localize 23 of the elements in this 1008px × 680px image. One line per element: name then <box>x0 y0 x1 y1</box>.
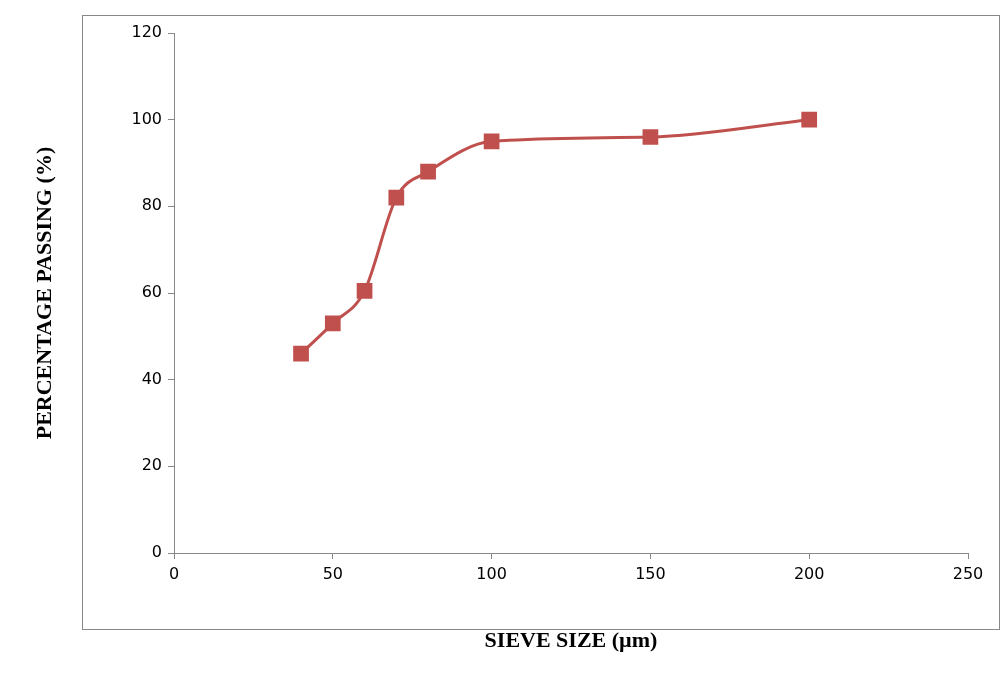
x-tick-label: 0 <box>168 563 180 583</box>
point <box>293 345 309 362</box>
point <box>483 133 500 150</box>
point <box>642 129 659 145</box>
point <box>388 189 405 206</box>
y-axis-title: PERCENTAGE PASSING (%) <box>30 146 56 440</box>
x-tick-label: 200 <box>793 563 825 583</box>
y-tick-label: 0 <box>151 542 162 562</box>
point <box>324 315 341 332</box>
y-tick-label: 40 <box>141 368 162 388</box>
y-tick-label: 120 <box>131 22 162 42</box>
x-tick-label: 50 <box>322 563 343 583</box>
x-tick-label: 250 <box>952 563 984 583</box>
point <box>420 163 436 180</box>
x-tick-label: 150 <box>635 563 666 583</box>
point <box>356 282 373 299</box>
y-tick-label: 80 <box>141 195 162 215</box>
y-tick-label: 100 <box>131 108 162 128</box>
x-axis-title: SIEVE SIZE (µm) <box>484 627 658 653</box>
y-tick-label: 60 <box>141 282 162 302</box>
y-tick-label: 20 <box>141 455 162 475</box>
x-tick-label: 100 <box>476 563 507 583</box>
point <box>801 111 818 128</box>
